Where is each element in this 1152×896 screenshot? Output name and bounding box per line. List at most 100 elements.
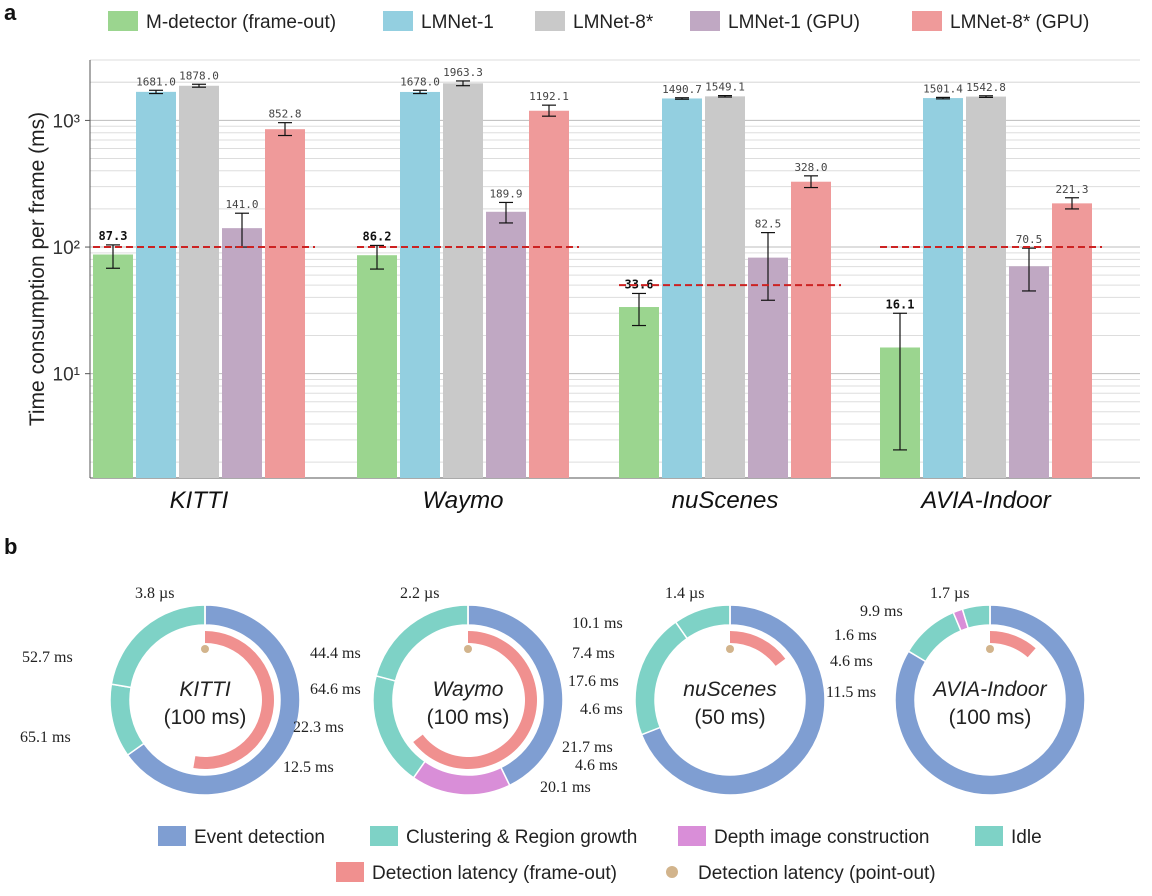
donut-annotation: 44.4 ms (310, 645, 361, 662)
latency-arc (730, 631, 786, 666)
donut-nuscenes: nuScenes (50 ms) 1.4 µs 10.1 ms 7.4 ms 4.6 ms… (572, 585, 826, 796)
legend-swatch (975, 826, 1003, 846)
bar (791, 181, 831, 478)
donut-segment (126, 604, 301, 796)
bar (1009, 266, 1049, 478)
donut-subtitle: (100 ms) (164, 706, 247, 729)
latency-arc (193, 631, 275, 770)
donut-annotation: 1.4 µs (665, 585, 704, 602)
donut-title: KITTI (179, 678, 230, 701)
donut-annotation: 3.8 µs (135, 585, 174, 602)
bar (705, 96, 745, 478)
donut-segment (894, 604, 1086, 796)
donut-segment (375, 604, 469, 682)
donut-annotation: 2.2 µs (400, 585, 439, 602)
bar (357, 255, 397, 478)
legend-label: Event detection (194, 827, 325, 848)
data-label: 70.5 (1016, 233, 1043, 246)
donut-segment (674, 604, 731, 640)
legend-label: LMNet-8* (573, 12, 654, 33)
bar (529, 110, 569, 479)
data-label: 852.8 (268, 108, 301, 121)
point-out-dot (726, 645, 734, 653)
legend-swatch (336, 862, 364, 882)
data-label: 33.6 (625, 277, 654, 291)
donut-legend: Event detection Clustering & Region growt… (158, 826, 1042, 884)
donut-annotation: 12.5 ms (283, 759, 334, 776)
legend-label: LMNet-1 (421, 12, 494, 33)
donut-segment (634, 621, 689, 736)
donut-annotation: 1.6 ms (834, 627, 877, 644)
panel-a-letter: a (4, 0, 17, 25)
donut-annotation: 65.1 ms (20, 729, 71, 746)
data-label: 1681.0 (136, 75, 176, 88)
donut-avia-indoor: AVIA-Indoor (100 ms) 1.7 µs 9.9 ms 1.6 ms 4.6… (826, 585, 1086, 796)
bar (662, 98, 702, 479)
donut-segment (372, 674, 427, 779)
bar (443, 83, 483, 478)
category-label: nuScenes (672, 487, 779, 514)
donut-segment (109, 683, 145, 757)
donut-subtitle: (100 ms) (949, 706, 1032, 729)
data-label: 1542.8 (966, 81, 1006, 94)
donut-annotation: 11.5 ms (826, 684, 876, 701)
donut-title: Waymo (433, 678, 504, 701)
bar (222, 228, 262, 478)
legend-swatch (370, 826, 398, 846)
bar (619, 307, 659, 478)
donut-annotation: 22.3 ms (293, 719, 344, 736)
donut-segment (961, 604, 991, 630)
donut-annotation: 4.6 ms (580, 701, 623, 718)
donut-title: AVIA-Indoor (931, 678, 1047, 701)
legend-swatch (678, 826, 706, 846)
donut-annotation: 10.1 ms (572, 615, 623, 632)
donut-annotation: 1.7 µs (930, 585, 969, 602)
legend-label: Idle (1011, 827, 1042, 848)
bar (1052, 203, 1092, 479)
data-label: 1501.4 (923, 82, 963, 95)
bar (179, 85, 219, 478)
donut-charts: KITTI (100 ms) 3.8 µs 52.7 ms 65.1 ms 22.3 ms… (20, 585, 1086, 796)
legend-swatch (666, 866, 678, 878)
category-label: AVIA-Indoor (919, 487, 1051, 514)
donut-annotation: 4.6 ms (830, 653, 873, 670)
donut-segment (907, 611, 962, 663)
donut-segment (640, 604, 826, 796)
legend-swatch (912, 11, 942, 31)
donut-annotation: 4.6 ms (575, 757, 618, 774)
point-out-dot (986, 645, 994, 653)
data-label: 1678.0 (400, 75, 440, 88)
bar (136, 91, 176, 478)
legend-label: Depth image construction (714, 827, 929, 848)
legend-label: M-detector (frame-out) (146, 12, 336, 33)
bar (923, 98, 963, 479)
category-label: KITTI (170, 487, 229, 514)
bar (93, 254, 133, 478)
legend-swatch (383, 11, 413, 31)
data-label: 87.3 (99, 229, 128, 243)
legend-swatch (108, 11, 138, 31)
donut-title: nuScenes (683, 678, 777, 701)
donut-annotation: 9.9 ms (860, 603, 903, 620)
data-label: 1549.1 (705, 81, 745, 94)
legend-label: Detection latency (point-out) (698, 863, 936, 884)
point-out-dot (464, 645, 472, 653)
bar (966, 96, 1006, 479)
data-label: 1490.7 (662, 83, 702, 96)
data-label: 141.0 (225, 198, 258, 211)
legend-swatch (158, 826, 186, 846)
data-label: 82.5 (755, 218, 782, 231)
donut-annotation: 64.6 ms (310, 681, 361, 698)
y-tick-label: 10² (53, 238, 80, 259)
data-label: 16.1 (886, 297, 915, 311)
donut-segment (110, 604, 206, 689)
donut-annotation: 20.1 ms (540, 779, 591, 796)
legend-label: Detection latency (frame-out) (372, 863, 617, 884)
donut-waymo: Waymo (100 ms) 2.2 µs 44.4 ms 64.6 ms 17.6 ms… (310, 585, 619, 796)
data-label: 86.2 (363, 229, 392, 243)
donut-kitti: KITTI (100 ms) 3.8 µs 52.7 ms 65.1 ms 22.3 ms… (20, 585, 344, 796)
bar (265, 129, 305, 478)
legend-swatch (690, 11, 720, 31)
donut-annotation: 21.7 ms (562, 739, 613, 756)
